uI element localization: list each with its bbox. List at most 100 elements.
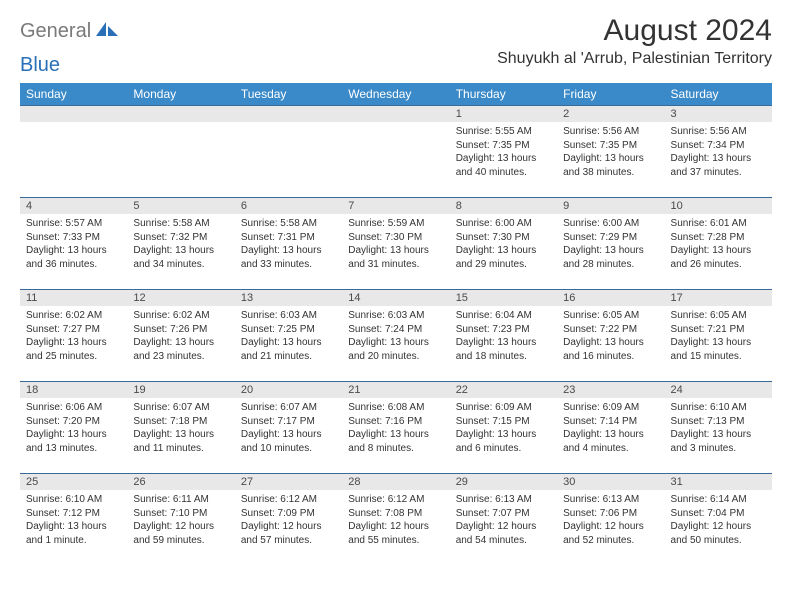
calendar-day-cell: 19Sunrise: 6:07 AMSunset: 7:18 PMDayligh… [127,381,234,473]
sunset-line: Sunset: 7:18 PM [133,415,228,429]
day-number: 5 [127,197,234,214]
sunrise-line: Sunrise: 5:57 AM [26,217,121,231]
day-detail: Sunrise: 6:07 AMSunset: 7:18 PMDaylight:… [127,398,234,459]
day-number: 23 [557,381,664,398]
calendar-day-cell: 7Sunrise: 5:59 AMSunset: 7:30 PMDaylight… [342,197,449,289]
day-number: 30 [557,473,664,490]
day-detail: Sunrise: 5:59 AMSunset: 7:30 PMDaylight:… [342,214,449,275]
sunset-line: Sunset: 7:04 PM [671,507,766,521]
daylight-line: Daylight: 13 hours and 10 minutes. [241,428,336,455]
day-number: 19 [127,381,234,398]
sunset-line: Sunset: 7:32 PM [133,231,228,245]
daylight-line: Daylight: 12 hours and 59 minutes. [133,520,228,547]
calendar-day-cell: 11Sunrise: 6:02 AMSunset: 7:27 PMDayligh… [20,289,127,381]
sunset-line: Sunset: 7:15 PM [456,415,551,429]
sunrise-line: Sunrise: 5:59 AM [348,217,443,231]
day-number: 7 [342,197,449,214]
day-detail: Sunrise: 6:02 AMSunset: 7:26 PMDaylight:… [127,306,234,367]
day-number [127,105,234,122]
day-detail: Sunrise: 5:58 AMSunset: 7:31 PMDaylight:… [235,214,342,275]
sunset-line: Sunset: 7:06 PM [563,507,658,521]
day-number: 9 [557,197,664,214]
day-number: 25 [20,473,127,490]
weekday-header: Thursday [450,83,557,105]
sunrise-line: Sunrise: 6:08 AM [348,401,443,415]
calendar-week-row: 25Sunrise: 6:10 AMSunset: 7:12 PMDayligh… [20,473,772,565]
title-block: August 2024 Shuyukh al 'Arrub, Palestini… [497,14,772,68]
day-detail: Sunrise: 6:09 AMSunset: 7:14 PMDaylight:… [557,398,664,459]
sunrise-line: Sunrise: 6:07 AM [241,401,336,415]
day-number [342,105,449,122]
calendar-week-row: 11Sunrise: 6:02 AMSunset: 7:27 PMDayligh… [20,289,772,381]
day-detail: Sunrise: 6:06 AMSunset: 7:20 PMDaylight:… [20,398,127,459]
sunset-line: Sunset: 7:25 PM [241,323,336,337]
calendar-day-cell: 9Sunrise: 6:00 AMSunset: 7:29 PMDaylight… [557,197,664,289]
sunrise-line: Sunrise: 6:03 AM [241,309,336,323]
daylight-line: Daylight: 13 hours and 28 minutes. [563,244,658,271]
sunrise-line: Sunrise: 5:58 AM [133,217,228,231]
day-detail: Sunrise: 6:03 AMSunset: 7:25 PMDaylight:… [235,306,342,367]
daylight-line: Daylight: 13 hours and 20 minutes. [348,336,443,363]
calendar-week-row: 1Sunrise: 5:55 AMSunset: 7:35 PMDaylight… [20,105,772,197]
calendar-day-cell: 6Sunrise: 5:58 AMSunset: 7:31 PMDaylight… [235,197,342,289]
calendar-header-row: Sunday Monday Tuesday Wednesday Thursday… [20,83,772,105]
calendar-week-row: 18Sunrise: 6:06 AMSunset: 7:20 PMDayligh… [20,381,772,473]
day-number: 15 [450,289,557,306]
calendar-day-cell: 27Sunrise: 6:12 AMSunset: 7:09 PMDayligh… [235,473,342,565]
day-number [235,105,342,122]
sunset-line: Sunset: 7:12 PM [26,507,121,521]
sunset-line: Sunset: 7:31 PM [241,231,336,245]
sunrise-line: Sunrise: 6:04 AM [456,309,551,323]
day-number: 3 [665,105,772,122]
day-detail: Sunrise: 6:05 AMSunset: 7:22 PMDaylight:… [557,306,664,367]
sunset-line: Sunset: 7:17 PM [241,415,336,429]
sunset-line: Sunset: 7:21 PM [671,323,766,337]
sunrise-line: Sunrise: 6:05 AM [671,309,766,323]
sunset-line: Sunset: 7:35 PM [456,139,551,153]
calendar-day-cell [342,105,449,197]
day-detail: Sunrise: 6:13 AMSunset: 7:06 PMDaylight:… [557,490,664,551]
calendar-day-cell: 30Sunrise: 6:13 AMSunset: 7:06 PMDayligh… [557,473,664,565]
sunrise-line: Sunrise: 5:56 AM [563,125,658,139]
calendar-day-cell: 20Sunrise: 6:07 AMSunset: 7:17 PMDayligh… [235,381,342,473]
sunset-line: Sunset: 7:33 PM [26,231,121,245]
weekday-header: Friday [557,83,664,105]
daylight-line: Daylight: 13 hours and 1 minute. [26,520,121,547]
sunset-line: Sunset: 7:20 PM [26,415,121,429]
calendar-day-cell: 18Sunrise: 6:06 AMSunset: 7:20 PMDayligh… [20,381,127,473]
sunset-line: Sunset: 7:29 PM [563,231,658,245]
day-detail: Sunrise: 6:12 AMSunset: 7:09 PMDaylight:… [235,490,342,551]
day-detail: Sunrise: 5:55 AMSunset: 7:35 PMDaylight:… [450,122,557,183]
sunrise-line: Sunrise: 6:01 AM [671,217,766,231]
day-number: 16 [557,289,664,306]
daylight-line: Daylight: 13 hours and 36 minutes. [26,244,121,271]
day-number: 26 [127,473,234,490]
sunrise-line: Sunrise: 6:11 AM [133,493,228,507]
day-detail: Sunrise: 6:02 AMSunset: 7:27 PMDaylight:… [20,306,127,367]
day-number: 31 [665,473,772,490]
sunset-line: Sunset: 7:07 PM [456,507,551,521]
sunrise-line: Sunrise: 6:09 AM [563,401,658,415]
sunrise-line: Sunrise: 6:13 AM [563,493,658,507]
sunset-line: Sunset: 7:22 PM [563,323,658,337]
day-detail: Sunrise: 6:01 AMSunset: 7:28 PMDaylight:… [665,214,772,275]
sunrise-line: Sunrise: 6:03 AM [348,309,443,323]
day-number: 21 [342,381,449,398]
daylight-line: Daylight: 13 hours and 31 minutes. [348,244,443,271]
day-detail: Sunrise: 6:00 AMSunset: 7:29 PMDaylight:… [557,214,664,275]
calendar-day-cell: 5Sunrise: 5:58 AMSunset: 7:32 PMDaylight… [127,197,234,289]
calendar-day-cell [235,105,342,197]
day-number: 1 [450,105,557,122]
calendar-day-cell [127,105,234,197]
daylight-line: Daylight: 12 hours and 50 minutes. [671,520,766,547]
calendar-day-cell: 24Sunrise: 6:10 AMSunset: 7:13 PMDayligh… [665,381,772,473]
sunrise-line: Sunrise: 6:02 AM [26,309,121,323]
sunrise-line: Sunrise: 6:13 AM [456,493,551,507]
calendar-day-cell: 23Sunrise: 6:09 AMSunset: 7:14 PMDayligh… [557,381,664,473]
sunset-line: Sunset: 7:27 PM [26,323,121,337]
calendar-day-cell: 15Sunrise: 6:04 AMSunset: 7:23 PMDayligh… [450,289,557,381]
calendar-day-cell: 10Sunrise: 6:01 AMSunset: 7:28 PMDayligh… [665,197,772,289]
calendar-day-cell: 1Sunrise: 5:55 AMSunset: 7:35 PMDaylight… [450,105,557,197]
day-detail: Sunrise: 6:04 AMSunset: 7:23 PMDaylight:… [450,306,557,367]
day-detail: Sunrise: 6:03 AMSunset: 7:24 PMDaylight:… [342,306,449,367]
